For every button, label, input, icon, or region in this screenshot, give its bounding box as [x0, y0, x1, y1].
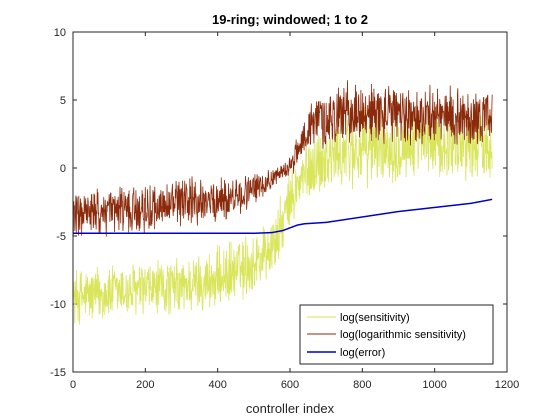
plot-area-border	[72, 31, 508, 373]
x-axis-ticks: 0 200 400 600 800 1000 1200	[70, 32, 519, 391]
x-tick-label: 1200	[495, 379, 519, 391]
y-tick-label: -10	[50, 299, 66, 311]
series-layer	[72, 80, 493, 325]
x-tick-label: 800	[353, 379, 371, 391]
legend-label-sensitivity: log(sensitivity)	[340, 312, 410, 324]
legend-label-error: log(error)	[340, 347, 385, 359]
series-line-error	[73, 198, 493, 235]
series-line-logarithmic-sensitivity	[72, 80, 493, 237]
y-tick-label: -5	[56, 231, 66, 243]
y-tick-label: 10	[54, 27, 66, 39]
y-tick-label: 5	[60, 95, 66, 107]
chart-title: 19-ring; windowed; 1 to 2	[212, 12, 368, 27]
x-axis-label: controller index	[246, 401, 335, 416]
legend-label-logarithmic-sensitivity: log(logarithmic sensitivity)	[340, 329, 466, 341]
x-tick-label: 600	[281, 379, 299, 391]
y-axis-ticks: -15 -10 -5 0 5 10	[50, 27, 507, 379]
x-tick-label: 0	[70, 379, 76, 391]
x-tick-label: 400	[208, 379, 226, 391]
y-tick-label: 0	[60, 163, 66, 175]
x-tick-label: 1000	[422, 379, 446, 391]
x-tick-label: 200	[136, 379, 154, 391]
legend: log(sensitivity) log(logarithmic sensiti…	[299, 304, 494, 365]
y-tick-label: -15	[50, 367, 66, 379]
